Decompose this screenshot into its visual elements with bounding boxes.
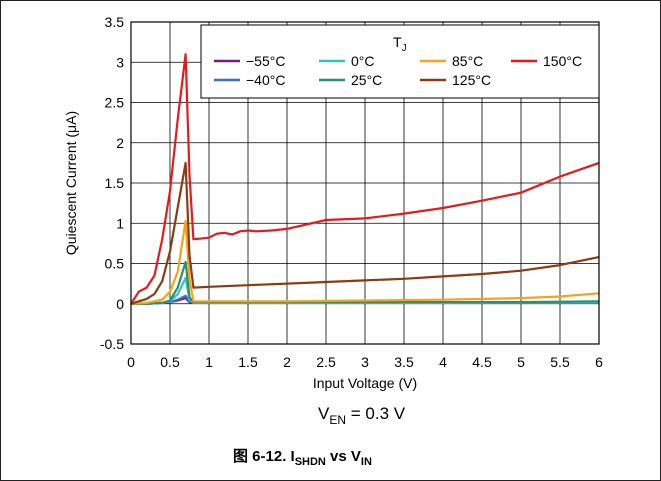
y-tick-label: 3 bbox=[116, 54, 124, 70]
x-tick-labels: 0 0.5 1 1.5 2 2.5 3 3.5 4 4.5 5 5.5 6 bbox=[127, 354, 603, 370]
legend-label: 150°C bbox=[543, 53, 582, 69]
y-tick-label: 1 bbox=[116, 215, 124, 231]
x-tick-label: 2 bbox=[283, 354, 291, 370]
legend-title-main: T bbox=[393, 34, 402, 50]
y-tick-label: 2 bbox=[116, 135, 124, 151]
y-tick-label: -0.5 bbox=[100, 336, 124, 352]
figure-frame-top bbox=[0, 0, 661, 1]
y-axis-label: Quiescent Current (μA) bbox=[63, 111, 79, 255]
series-lines bbox=[130, 53, 600, 305]
legend-label: 85°C bbox=[452, 53, 483, 69]
legend-label: −55°C bbox=[246, 53, 285, 69]
caption-subscript-shdn: SHDN bbox=[295, 456, 326, 468]
x-tick-label: 3 bbox=[361, 354, 369, 370]
x-tick-label: 1.5 bbox=[238, 354, 258, 370]
series-line bbox=[130, 161, 600, 305]
y-tick-label: 2.5 bbox=[105, 95, 125, 111]
annotation-rest: = 0.3 V bbox=[346, 404, 406, 423]
x-tick-label: 1 bbox=[205, 354, 213, 370]
annotation-ven: VEN = 0.3 V bbox=[318, 404, 406, 427]
legend-label: 125°C bbox=[452, 72, 491, 88]
series-line bbox=[130, 53, 600, 305]
x-tick-label: 4.5 bbox=[472, 354, 492, 370]
legend-title-subscript: J bbox=[402, 43, 407, 54]
annotation-subscript: EN bbox=[329, 413, 346, 427]
caption-subscript-in: IN bbox=[361, 456, 372, 468]
x-tick-label: 4 bbox=[439, 354, 447, 370]
x-tick-label: 6 bbox=[595, 354, 603, 370]
legend-items: −55°C 0°C 85°C 150°C −40°C 25°C 125°C bbox=[214, 53, 582, 88]
annotation-main: V bbox=[318, 404, 330, 423]
figure-caption: 图 6-12. ISHDN vs VIN bbox=[233, 448, 372, 468]
caption-prefix: 图 6-12. I bbox=[233, 448, 295, 465]
x-tick-label: 0 bbox=[127, 354, 135, 370]
y-tick-label: 0 bbox=[116, 296, 124, 312]
legend-label: 25°C bbox=[351, 72, 382, 88]
y-tick-label: 0.5 bbox=[105, 256, 125, 272]
x-tick-label: 5.5 bbox=[550, 354, 570, 370]
y-tick-labels: -0.5 0 0.5 1 1.5 2 2.5 3 3.5 bbox=[100, 14, 124, 352]
y-tick-label: 3.5 bbox=[105, 14, 125, 30]
caption-mid: vs V bbox=[326, 448, 361, 465]
x-tick-label: 5 bbox=[517, 354, 525, 370]
x-tick-label: 0.5 bbox=[160, 354, 180, 370]
y-tick-label: 1.5 bbox=[105, 175, 125, 191]
x-tick-label: 2.5 bbox=[316, 354, 336, 370]
legend-title: TJ bbox=[393, 34, 407, 54]
series-line bbox=[131, 260, 600, 305]
x-axis-label: Input Voltage (V) bbox=[313, 375, 417, 391]
legend-label: −40°C bbox=[246, 72, 285, 88]
series-line bbox=[130, 219, 600, 305]
x-tick-label: 3.5 bbox=[394, 354, 414, 370]
plot-border bbox=[130, 21, 600, 345]
legend: TJ −55°C 0°C 85°C 150°C −40°C 25°C 125°C bbox=[200, 24, 600, 99]
legend-label: 0°C bbox=[351, 53, 375, 69]
